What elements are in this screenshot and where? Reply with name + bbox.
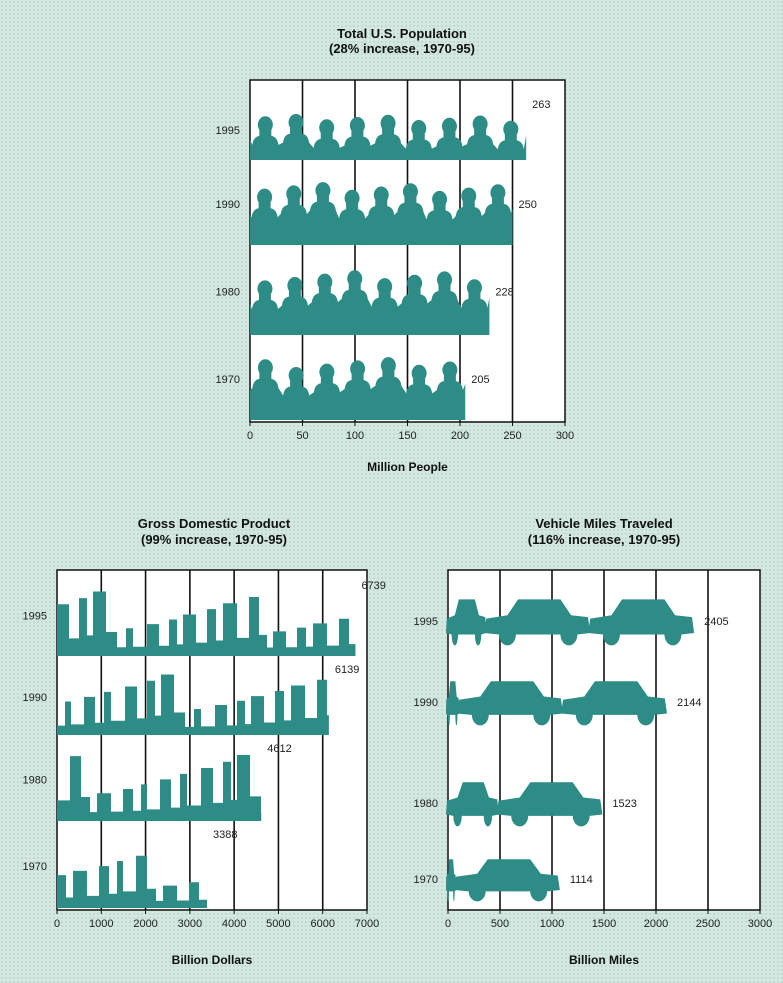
x-axis-label: Billion Dollars [172,953,253,967]
x-tick-label: 250 [503,430,521,442]
x-tick-label: 1500 [592,918,616,930]
x-tick-label: 6000 [310,918,334,930]
category-label: 1980 [414,798,438,810]
x-tick-label: 50 [296,430,308,442]
x-axis-label: Million People [367,460,448,474]
x-tick-label: 4000 [222,918,246,930]
x-tick-label: 7000 [355,918,379,930]
x-tick-label: 150 [398,430,416,442]
x-tick-label: 0 [247,430,253,442]
category-label: 1990 [23,692,47,704]
data-label: 6739 [361,580,385,592]
chart-subtitle: (28% increase, 1970-95) [329,41,475,56]
x-tick-label: 0 [54,918,60,930]
chart-vmt: Vehicle Miles Traveled(116% increase, 19… [414,516,773,967]
data-label: 3388 [213,829,237,841]
bar [57,674,329,735]
x-axis-label: Billion Miles [569,953,639,967]
chart-subtitle: (116% increase, 1970-95) [528,532,681,547]
bar [446,782,603,827]
chart-gdp: Gross Domestic Product(99% increase, 197… [23,516,386,967]
x-tick-label: 1000 [540,918,564,930]
category-label: 1970 [23,861,47,873]
bar [57,855,208,908]
chart-title: Total U.S. Population [337,26,467,41]
category-label: 1995 [414,616,438,628]
x-tick-label: 3000 [178,918,202,930]
x-tick-label: 0 [445,918,451,930]
category-label: 1990 [216,199,240,211]
data-label: 263 [532,99,550,111]
x-tick-label: 3000 [748,918,772,930]
bar [250,357,466,420]
bar [446,859,560,902]
x-tick-label: 1000 [89,918,113,930]
bar [57,754,262,821]
category-label: 1990 [414,697,438,709]
bar [57,591,356,656]
category-label: 1970 [414,874,438,886]
data-label: 1523 [612,798,636,810]
data-label: 2405 [704,616,728,628]
x-tick-label: 2000 [133,918,157,930]
x-tick-label: 300 [556,430,574,442]
category-label: 1995 [216,125,240,137]
chart-population: Total U.S. Population(28% increase, 1970… [216,26,575,474]
chart-subtitle: (99% increase, 1970-95) [141,532,287,547]
bar [446,599,695,646]
data-label: 6139 [335,664,359,676]
data-label: 4612 [267,743,291,755]
data-label: 228 [495,287,513,299]
data-label: 205 [471,374,489,386]
category-label: 1995 [23,611,47,623]
category-label: 1970 [216,374,240,386]
data-label: 2144 [677,697,701,709]
bar [446,681,667,726]
category-label: 1980 [23,775,47,787]
chart-title: Gross Domestic Product [138,516,291,531]
x-tick-label: 200 [451,430,469,442]
bar [250,182,513,245]
x-tick-label: 2000 [644,918,668,930]
x-tick-label: 100 [346,430,364,442]
category-label: 1980 [216,287,240,299]
x-tick-label: 5000 [266,918,290,930]
bar [250,113,527,160]
data-label: 1114 [570,874,593,886]
bar [250,270,490,335]
chart-title: Vehicle Miles Traveled [535,516,672,531]
data-label: 250 [519,199,537,211]
x-tick-label: 500 [491,918,509,930]
x-tick-label: 2500 [696,918,720,930]
